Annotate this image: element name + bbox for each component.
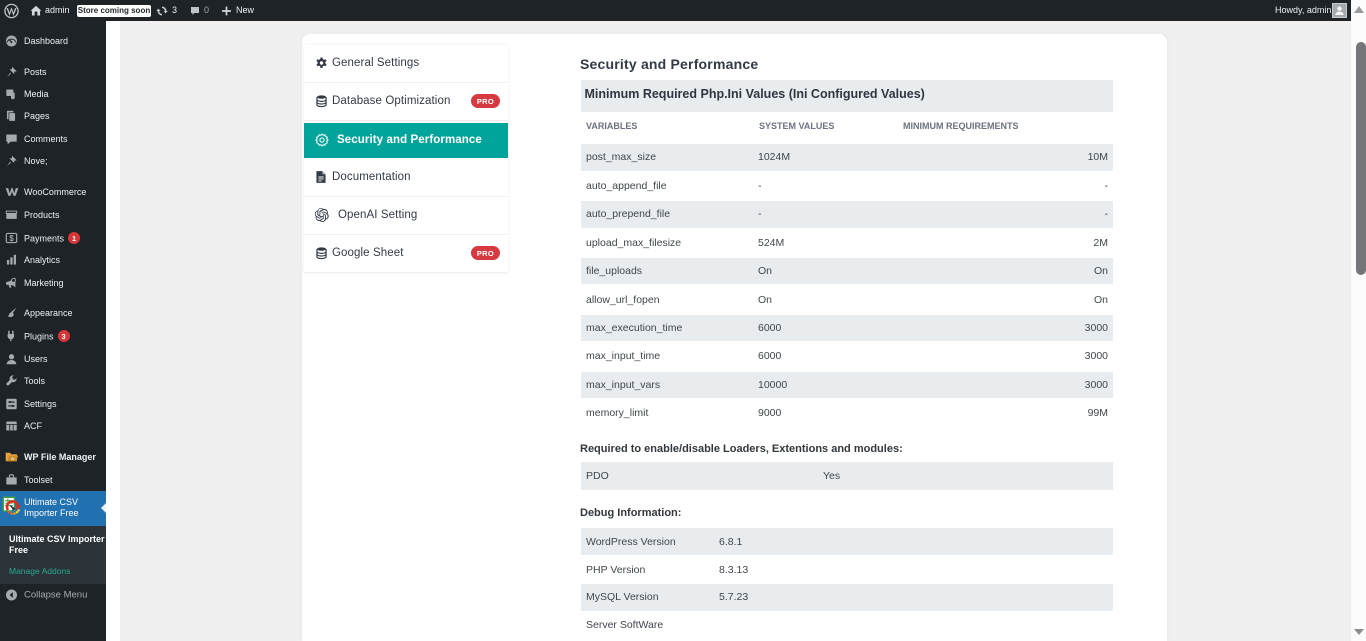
svg-text:$: $ [9,234,14,243]
svg-text:w: w [10,457,15,462]
